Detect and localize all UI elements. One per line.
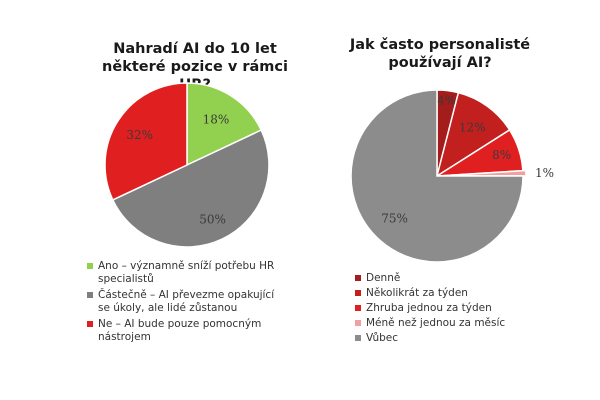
- pie-slice: [186, 82, 263, 167]
- legend-label: Denně: [366, 272, 401, 284]
- pie-chart-ai-usage-frequency: 4%12% 8% 1% 75%: [350, 89, 554, 263]
- pie-slice: [104, 82, 188, 201]
- legend-label: Ne – AI bude pouze pomocným nástrojem: [98, 318, 262, 343]
- legend-swatch: [355, 305, 361, 311]
- pie-chart-ai-replace-hr: 18% 50% 32%: [104, 82, 270, 248]
- legend-label: Několikrát za týden: [366, 287, 468, 299]
- slice-percent-label: 8%: [492, 148, 511, 162]
- slice-percent-label: 50%: [199, 212, 226, 226]
- legend-swatch: [87, 263, 93, 269]
- legend-swatch: [87, 321, 93, 327]
- legend-label: Částečně – AI převezme opakující se úkol…: [98, 289, 275, 314]
- legend-item: Částečně – AI převezme opakující se úkol…: [87, 289, 277, 315]
- pie-slice: [439, 169, 527, 177]
- slice-percent-label: 4%: [437, 94, 456, 108]
- legend-ai-replace-hr: Ano – významně sníží potřebu HR speciali…: [87, 260, 277, 347]
- legend-item: Denně: [355, 272, 555, 285]
- legend-swatch: [87, 292, 93, 298]
- chart-title-ai-usage-frequency: Jak často personalisté používají AI?: [349, 37, 531, 71]
- legend-item: Ne – AI bude pouze pomocným nástrojem: [87, 318, 277, 344]
- legend-ai-usage-frequency: Denně Několikrát za týden Zhruba jednou za…: [355, 272, 555, 347]
- legend-item: Méně než jednou za měsíc: [355, 317, 555, 330]
- pie-slice: [435, 91, 511, 178]
- pie-slice: [350, 89, 524, 263]
- legend-label: Vůbec: [366, 332, 399, 344]
- legend-swatch: [355, 320, 361, 326]
- legend-swatch: [355, 275, 361, 281]
- legend-label: Ano – významně sníží potřebu HR speciali…: [98, 260, 275, 285]
- legend-label: Méně než jednou za měsíc: [366, 317, 506, 329]
- legend-label: Zhruba jednou za týden: [366, 302, 492, 314]
- slice-percent-label: 75%: [381, 211, 408, 225]
- legend-item: Vůbec: [355, 332, 555, 345]
- legend-swatch: [355, 335, 361, 341]
- legend-swatch: [355, 290, 361, 296]
- slice-percent-label: 1%: [535, 166, 554, 180]
- legend-item: Několikrát za týden: [355, 287, 555, 300]
- legend-item: Ano – významně sníží potřebu HR speciali…: [87, 260, 277, 286]
- slice-percent-label: 12%: [459, 120, 486, 134]
- legend-item: Zhruba jednou za týden: [355, 302, 555, 315]
- slice-percent-label: 18%: [203, 112, 230, 126]
- slice-percent-label: 32%: [126, 128, 153, 142]
- pie-slice: [111, 129, 270, 248]
